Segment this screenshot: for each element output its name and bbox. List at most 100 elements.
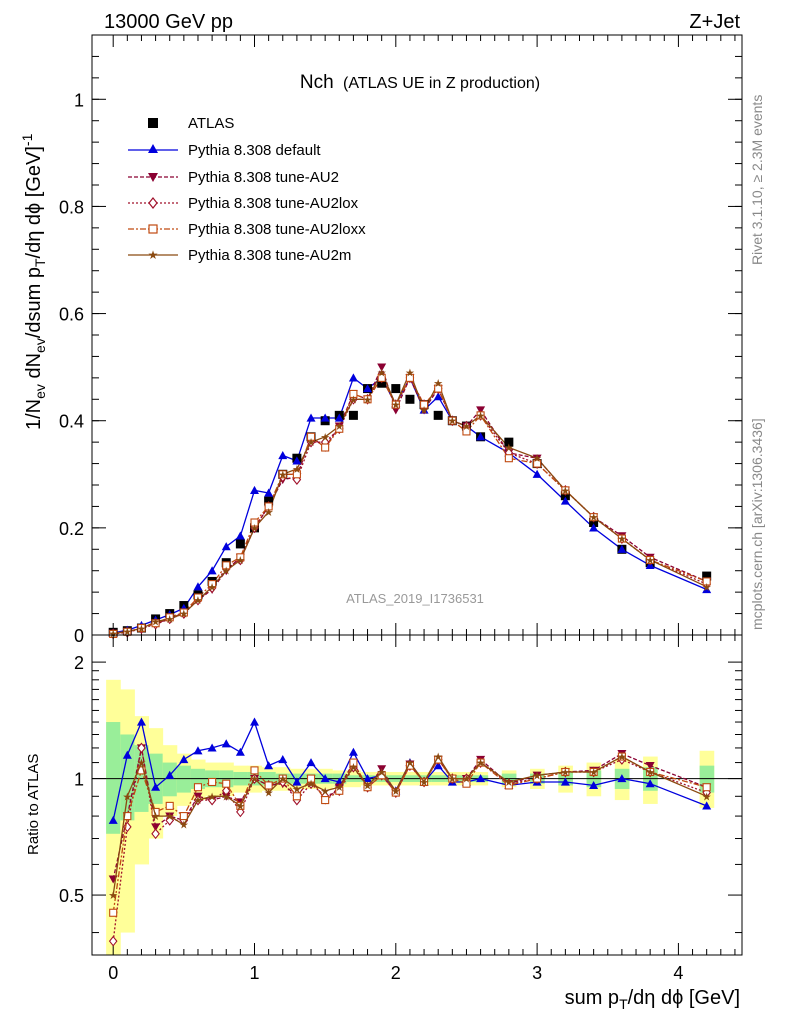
point-au2loxx [250, 518, 259, 527]
point-default [589, 523, 599, 532]
legend-item-atlas: ATLAS [148, 115, 234, 132]
ratio-y-tick-label: 2 [74, 653, 84, 673]
point-au2loxx [321, 443, 330, 452]
header-left: 13000 GeV pp [104, 11, 233, 33]
ratio-point-au2lox [108, 935, 118, 947]
main-y-tick-label: 0.2 [59, 519, 84, 539]
point-default [193, 582, 203, 591]
ratio-point-au2loxx [292, 792, 301, 801]
point-au2m: ★ [363, 394, 373, 406]
series-line-default [113, 376, 707, 634]
point-au2loxx [561, 486, 570, 495]
ratio-frame [91, 634, 743, 956]
ratio-point-au2m: ★ [391, 786, 401, 798]
ratio-line-au2m [112, 755, 707, 896]
ratio-y-tick-label: 0.5 [59, 886, 84, 906]
point-au2m: ★ [702, 582, 712, 594]
ratio-point-au2lox [165, 814, 175, 826]
point-au2m: ★ [137, 624, 147, 636]
ratio-point-au2loxx [222, 779, 231, 788]
point-au2loxx [208, 580, 217, 589]
point-au2m: ★ [433, 378, 443, 390]
point-data [433, 410, 443, 420]
point-au2m: ★ [235, 555, 245, 567]
ratio-point-au2m: ★ [193, 795, 203, 807]
ratio-point-au2loxx [193, 783, 203, 792]
point-au2m: ★ [462, 421, 472, 433]
ratio-point-au2loxx [306, 774, 316, 783]
ratio-point-au2m: ★ [363, 780, 373, 792]
point-au2m: ★ [108, 628, 118, 640]
analysis-watermark: ATLAS_2019_I1736531 [346, 591, 484, 606]
point-au2loxx [349, 389, 358, 398]
point-au2m: ★ [391, 400, 401, 412]
point-au2loxx [363, 395, 372, 404]
ratio-point-au2lox [221, 785, 231, 797]
point-au2loxx [420, 400, 429, 409]
point-data [702, 571, 712, 581]
point-au2m: ★ [151, 617, 161, 629]
point-au2loxx [222, 561, 231, 570]
ratio-point-default [292, 777, 302, 786]
series-line-au2lox [113, 376, 707, 635]
point-au2m: ★ [447, 416, 457, 428]
y-axis-label-main: 1/Nev dNev/dsum pT/dη dϕ [GeV]-1 [19, 133, 48, 430]
point-au2loxx [589, 513, 598, 522]
point-au2loxx [278, 470, 287, 479]
point-default [306, 413, 316, 422]
plot-title-sub: (ATLAS UE in Z production) [343, 75, 540, 92]
ratio-point-au2m: ★ [137, 758, 147, 770]
ratio-point-au2lox [137, 742, 146, 754]
ratio-y-tick-label: 1 [74, 770, 84, 790]
point-au2m: ★ [617, 534, 627, 546]
point-au2loxx [306, 432, 316, 441]
ratio-point-au2loxx [109, 908, 118, 917]
uncertainty-band-inner [106, 722, 121, 834]
ratio-point-default [476, 774, 486, 783]
ratio-point-au2m: ★ [151, 811, 161, 823]
ratio-point-default [617, 774, 627, 783]
legend-label-au2lox: Pythia 8.308 tune-AU2lox [188, 195, 359, 212]
ratio-point-au2m: ★ [447, 774, 457, 786]
legend-item-au2: Pythia 8.308 tune-AU2 [128, 169, 339, 186]
point-au2m: ★ [419, 405, 429, 417]
ratio-point-default [122, 750, 132, 759]
point-au2m: ★ [193, 595, 203, 607]
point-default [320, 413, 330, 422]
point-default [433, 392, 443, 401]
point-au2loxx [292, 470, 301, 479]
ratio-point-au2loxx [264, 781, 273, 790]
ratio-point-au2m: ★ [645, 767, 655, 779]
ratio-point-au2m: ★ [433, 752, 443, 764]
ratio-x-tick-label: 2 [391, 963, 401, 983]
series-line-au2m [113, 370, 707, 635]
point-au2m: ★ [532, 453, 542, 465]
main-y-tick-label: 0.6 [59, 305, 84, 325]
legend-label-au2: Pythia 8.308 tune-AU2 [188, 169, 339, 186]
ratio-point-au2m: ★ [278, 774, 288, 786]
point-au2 [377, 363, 387, 372]
ratio-point-default [221, 739, 231, 748]
point-au2m: ★ [589, 512, 599, 524]
ratio-point-au2m: ★ [476, 758, 486, 770]
point-au2loxx [405, 373, 414, 382]
ratio-point-au2m: ★ [377, 767, 387, 779]
point-au2m: ★ [645, 555, 655, 567]
point-au2loxx [264, 502, 273, 511]
point-default [476, 432, 486, 441]
svg-text:★: ★ [148, 248, 159, 262]
point-au2loxx [434, 384, 443, 393]
point-default [334, 413, 344, 422]
point-au2loxx [646, 555, 655, 565]
ratio-point-au2loxx [391, 788, 400, 797]
ratio-point-default [165, 770, 175, 779]
ratio-point-au2m: ★ [334, 782, 344, 794]
point-au2m: ★ [264, 507, 274, 519]
ratio-point-au2m: ★ [589, 767, 599, 779]
point-default [617, 544, 627, 553]
ratio-point-default [136, 717, 146, 726]
point-au2loxx [702, 577, 711, 586]
ratio-point-au2loxx [702, 783, 711, 792]
point-au2loxx [193, 593, 203, 602]
ratio-point-au2m: ★ [165, 811, 175, 823]
